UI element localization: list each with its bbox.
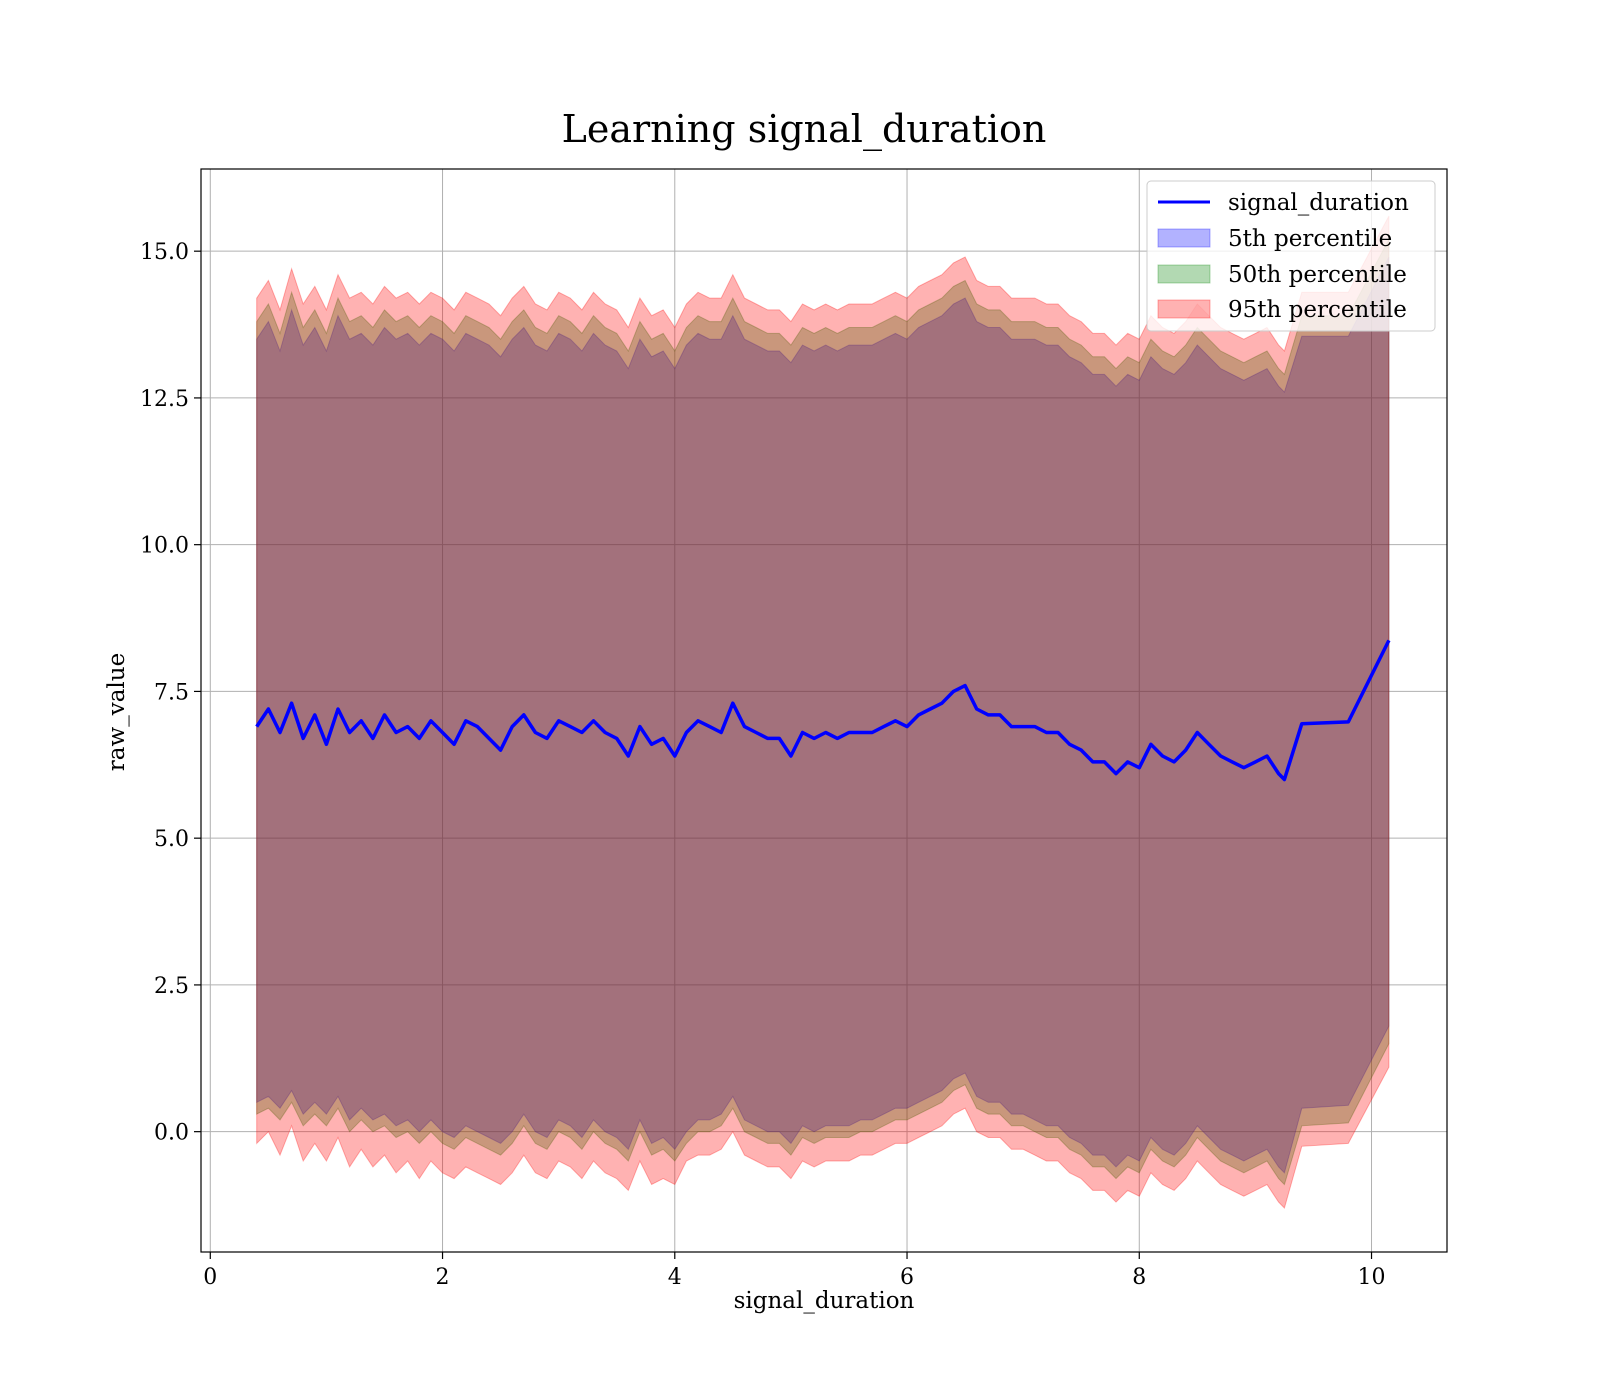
percentile-bands: [256, 215, 1390, 1209]
y-axis-ticks: 0.0 2.5 5.0 7.5 10.0 12.5 15.0: [140, 240, 201, 1146]
x-axis-ticks: 0 2 4 6 8 10: [203, 1252, 1386, 1290]
x-tick-label: 0: [203, 1265, 217, 1290]
x-tick-label: 6: [900, 1265, 914, 1290]
legend-box: [1146, 180, 1436, 332]
legend: signal_duration 5th percentile 50th perc…: [1146, 180, 1436, 332]
plot-frame: [200, 168, 1448, 1253]
x-tick-label: 4: [668, 1265, 682, 1290]
y-tick-label: 0.0: [154, 1121, 189, 1146]
x-axis-label: signal_duration: [734, 1288, 915, 1314]
x-tick-label: 2: [436, 1265, 450, 1290]
legend-label-signal-duration: signal_duration: [1228, 190, 1409, 216]
y-tick-label: 10.0: [140, 534, 189, 559]
grid: [201, 169, 1447, 1252]
legend-swatch-50th-percentile: [1157, 264, 1211, 284]
legend-label-95th-percentile: 95th percentile: [1228, 297, 1407, 323]
series-lines: [255, 639, 1391, 782]
band-5th-percentile: [256, 256, 1390, 1174]
band-50th-percentile: [256, 239, 1390, 1186]
chart-title: Learning signal_duration: [562, 107, 1047, 152]
y-tick-label: 2.5: [154, 974, 189, 999]
band-95th-percentile: [256, 215, 1390, 1209]
y-tick-label: 12.5: [140, 387, 189, 412]
legend-label-50th-percentile: 50th percentile: [1228, 262, 1407, 288]
x-tick-label: 10: [1358, 1265, 1386, 1290]
y-axis-label: raw_value: [104, 653, 130, 771]
legend-swatch-5th-percentile: [1157, 228, 1211, 248]
legend-swatch-95th-percentile: [1157, 299, 1211, 319]
line-signal-duration: [255, 639, 1391, 782]
x-tick-label: 8: [1132, 1265, 1146, 1290]
y-tick-label: 7.5: [154, 680, 189, 705]
y-tick-label: 15.0: [140, 240, 189, 265]
y-tick-label: 5.0: [154, 827, 189, 852]
legend-label-5th-percentile: 5th percentile: [1228, 226, 1392, 252]
